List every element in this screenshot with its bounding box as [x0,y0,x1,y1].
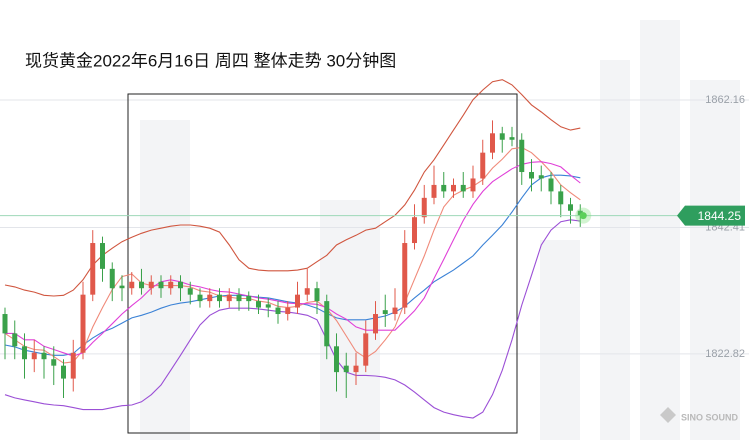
candle-body [402,243,408,308]
candle-body [460,184,466,192]
candle-body [158,281,164,289]
candle-body [2,314,8,334]
candle-body [441,184,447,192]
chart-title: 现货黄金2022年6月16日 周四 整体走势 30分钟图 [25,51,396,70]
candle-body [509,137,515,140]
candle-body [41,352,47,360]
candle-body [314,288,320,302]
candle-body [217,294,222,302]
logo: SINO SOUND [660,407,739,423]
candle-body [12,333,18,347]
candle-body [519,139,525,173]
frame [127,93,518,434]
candle-body [178,281,183,289]
candle-body [295,294,300,308]
candle-body [31,352,37,360]
candle-body [275,307,281,315]
candle-body [343,365,349,373]
candle-body [168,281,174,289]
last-price-tag [677,205,745,226]
candle-body [558,191,564,205]
candle-body [51,359,57,366]
candle-body [538,175,544,179]
candle-body [548,178,554,192]
candle-body [499,133,505,140]
candle-body [304,288,310,295]
candle-body [197,294,203,302]
candle-body [470,178,476,192]
candle-body [382,310,388,315]
watermark [140,20,740,440]
indicator-line [4,174,581,356]
candle-body [80,294,86,353]
candle-body [226,294,232,302]
indicator-line [4,219,581,419]
y-tick-label: 1862.16 [705,94,745,106]
candle-body [236,294,242,302]
candle-body [421,197,427,218]
candle-body [373,314,378,334]
candle-body [148,281,154,289]
candle-body [187,288,193,295]
candle-body [265,304,271,308]
candle-body [568,204,573,211]
candle-body [119,285,125,289]
candle-body [529,172,534,179]
candle-body [285,307,291,315]
candle-body [70,352,76,379]
candle-body [246,295,252,302]
candle-body [109,268,115,289]
candle-body [324,301,330,347]
candle-body [100,243,105,269]
indicator-line [5,161,581,357]
candle-body [139,281,144,289]
candle-body [412,217,417,244]
candle-body [490,133,495,153]
last-price-label: 1844.25 [698,209,742,223]
candle-body [431,184,437,198]
last-price-dot [579,212,587,220]
y-tick-label: 1822.82 [705,348,745,360]
candle-body [61,365,66,379]
candle-body [480,152,486,179]
candle-body [353,365,359,373]
candle-body [334,346,339,373]
candle-body [129,281,135,289]
candle-body [363,333,369,366]
candle-body [207,294,213,302]
candle-body [451,184,456,192]
candle-body [392,307,398,315]
candle-body [22,346,27,360]
candle-body [90,243,96,295]
candle-body [256,301,261,308]
candle-body [577,210,583,216]
logo-text: SINO SOUND [681,412,739,422]
